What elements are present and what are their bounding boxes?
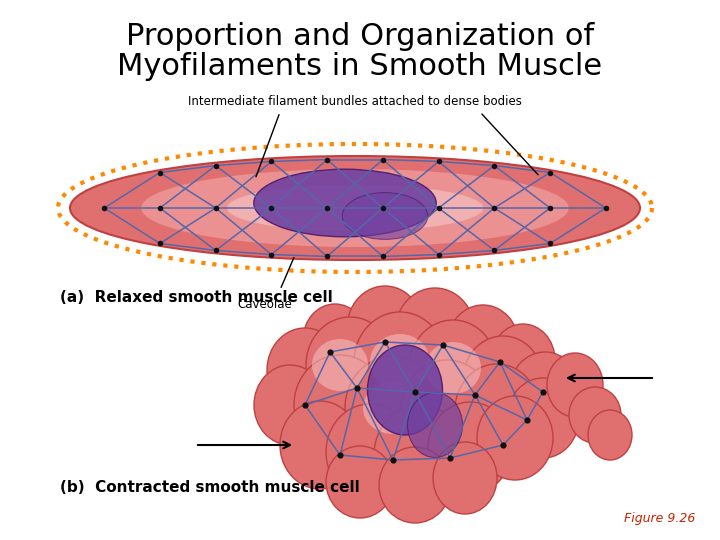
Ellipse shape xyxy=(477,396,553,480)
Ellipse shape xyxy=(409,320,497,416)
Text: Proportion and Organization of: Proportion and Organization of xyxy=(126,22,594,51)
Ellipse shape xyxy=(447,305,519,385)
Ellipse shape xyxy=(379,447,451,523)
Ellipse shape xyxy=(141,169,569,247)
Ellipse shape xyxy=(267,328,343,412)
Ellipse shape xyxy=(367,345,443,435)
Ellipse shape xyxy=(303,304,367,376)
Ellipse shape xyxy=(326,404,414,500)
Ellipse shape xyxy=(374,405,466,505)
Text: Figure 9.26: Figure 9.26 xyxy=(624,512,695,525)
Ellipse shape xyxy=(547,353,603,417)
Ellipse shape xyxy=(401,360,493,460)
Ellipse shape xyxy=(510,352,580,428)
Ellipse shape xyxy=(253,169,436,237)
Ellipse shape xyxy=(354,312,446,412)
Ellipse shape xyxy=(254,365,326,445)
Ellipse shape xyxy=(463,336,543,424)
Ellipse shape xyxy=(363,382,423,434)
Ellipse shape xyxy=(507,378,579,458)
Ellipse shape xyxy=(280,401,360,489)
Text: Myofilaments in Smooth Muscle: Myofilaments in Smooth Muscle xyxy=(117,52,603,81)
Ellipse shape xyxy=(408,393,462,457)
Ellipse shape xyxy=(342,193,428,239)
Ellipse shape xyxy=(588,410,632,460)
Ellipse shape xyxy=(569,387,621,443)
Ellipse shape xyxy=(395,288,475,376)
Ellipse shape xyxy=(345,356,441,460)
Ellipse shape xyxy=(370,334,430,390)
Ellipse shape xyxy=(306,317,394,413)
Ellipse shape xyxy=(294,355,386,455)
Text: Caveolae: Caveolae xyxy=(238,298,292,311)
Ellipse shape xyxy=(428,402,512,494)
Ellipse shape xyxy=(455,364,539,456)
Ellipse shape xyxy=(347,286,423,370)
Text: Intermediate filament bundles attached to dense bodies: Intermediate filament bundles attached t… xyxy=(188,95,522,108)
Ellipse shape xyxy=(433,442,497,514)
Text: (b)  Contracted smooth muscle cell: (b) Contracted smooth muscle cell xyxy=(60,480,360,495)
Ellipse shape xyxy=(425,342,481,394)
Ellipse shape xyxy=(326,446,394,518)
Text: (a)  Relaxed smooth muscle cell: (a) Relaxed smooth muscle cell xyxy=(60,290,333,305)
Ellipse shape xyxy=(227,185,483,232)
Ellipse shape xyxy=(70,156,640,260)
Ellipse shape xyxy=(491,324,555,396)
Ellipse shape xyxy=(312,339,368,391)
